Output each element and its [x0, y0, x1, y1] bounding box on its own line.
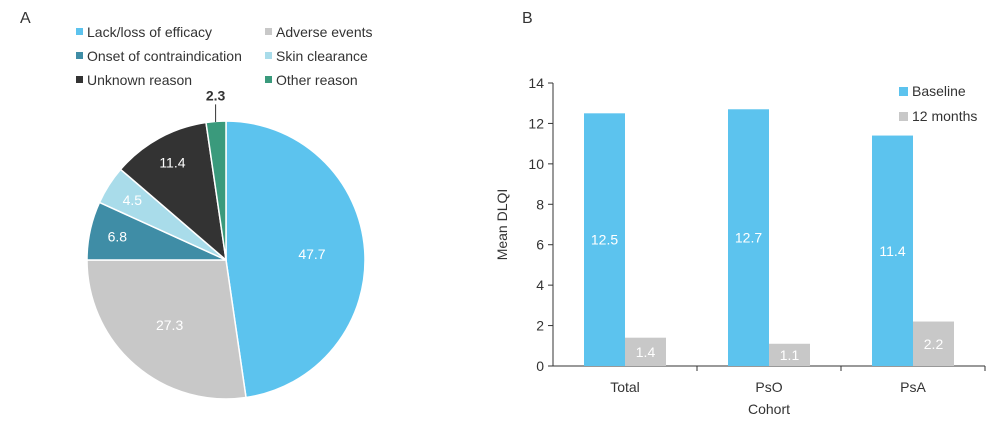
bar: [625, 337, 666, 366]
x-axis-title: Cohort: [748, 401, 790, 417]
pie-data-label: 11.4: [159, 155, 185, 171]
bar: [728, 109, 769, 367]
legend-label: Other reason: [276, 72, 358, 88]
bar: [584, 113, 625, 366]
bar: [769, 343, 810, 366]
legend-swatch: [899, 87, 908, 96]
panel-b-label: B: [522, 10, 533, 27]
bar-data-label: 1.4: [636, 344, 656, 360]
legend-swatch: [265, 76, 272, 83]
pie-data-label: 4.5: [123, 192, 143, 208]
y-tick-label: 4: [536, 277, 544, 293]
panel-a-label: A: [20, 10, 31, 27]
y-tick-label: 10: [528, 156, 544, 172]
legend-swatch: [76, 28, 83, 35]
legend-label: Baseline: [912, 83, 966, 99]
pie-slice: [86, 259, 247, 400]
legend-label: Adverse events: [276, 24, 373, 40]
legend-label: Unknown reason: [87, 72, 192, 88]
bar-chart: 0 2 4 6 8 10 12 14 Total 12.5 1.4 PsO 12.7 1.1 PsA 11.4…: [494, 75, 986, 417]
bar: [872, 135, 913, 366]
y-tick-label: 14: [528, 75, 544, 91]
pie-slice: [119, 121, 228, 262]
bar-data-label: 2.2: [924, 336, 944, 352]
y-tick-label: 12: [528, 115, 544, 131]
bar-data-label: 12.7: [735, 230, 762, 246]
pie-data-label: 27.3: [156, 317, 183, 333]
pie-slice: [225, 120, 366, 399]
legend-label: Skin clearance: [276, 48, 368, 64]
x-tick-label: Total: [610, 379, 640, 395]
pie-data-label: 6.8: [108, 228, 128, 244]
pie-chart: 47.7 27.3 6.8 4.5 11.4 2.3: [86, 87, 366, 400]
legend-label: Lack/loss of efficacy: [87, 24, 212, 40]
bar-data-label: 11.4: [879, 243, 905, 259]
x-tick-label: PsO: [755, 379, 782, 395]
pie-data-label: 2.3: [206, 87, 226, 103]
legend-swatch: [265, 28, 272, 35]
legend-label: 12 months: [912, 108, 977, 124]
bar: [913, 321, 954, 366]
y-axis-title: Mean DLQI: [494, 189, 510, 261]
legend-swatch: [76, 52, 83, 59]
bar-data-label: 12.5: [591, 232, 618, 248]
legend-label: Onset of contraindication: [87, 48, 242, 64]
bar-data-label: 1.1: [780, 347, 800, 363]
y-tick-label: 8: [536, 196, 544, 212]
x-tick-label: PsA: [900, 379, 926, 395]
legend-swatch: [76, 76, 83, 83]
pie-data-label: 47.7: [298, 246, 325, 262]
y-tick-label: 2: [536, 318, 544, 334]
legend-swatch: [265, 52, 272, 59]
y-tick-label: 6: [536, 237, 544, 253]
pie-legend: Lack/loss of efficacy Adverse events Onset…: [76, 24, 373, 88]
legend-swatch: [899, 112, 908, 121]
y-tick-label: 0: [536, 358, 544, 374]
